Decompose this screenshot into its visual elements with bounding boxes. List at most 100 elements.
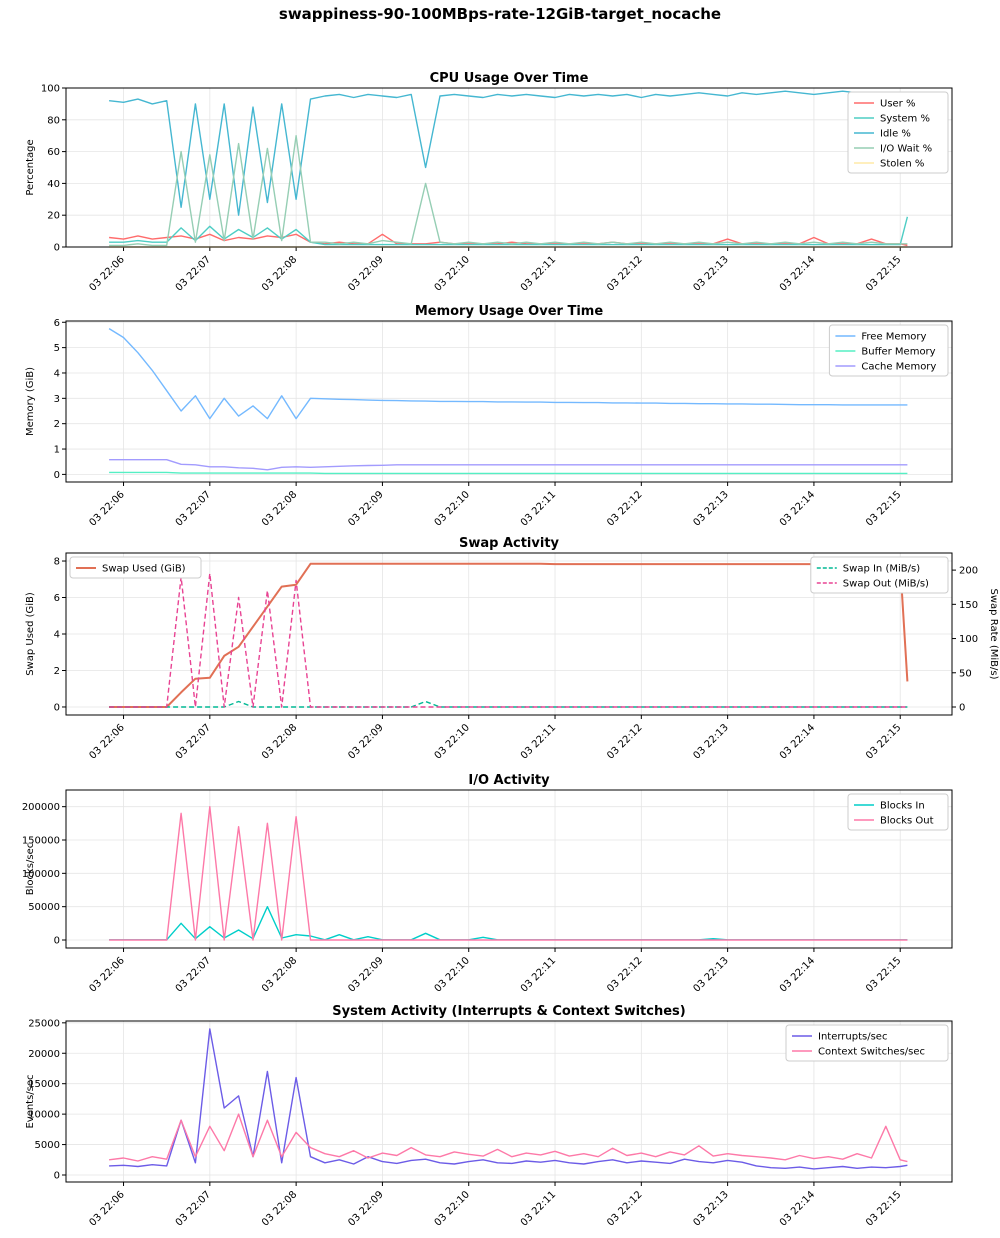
y2-tick-label: 200 xyxy=(959,566,978,577)
legend: User % System % Idle % I/O Wait % Stolen % xyxy=(847,91,949,174)
x-tick-label: 03 22:08 xyxy=(260,489,299,528)
x-tick-label: 03 22:11 xyxy=(519,489,558,528)
y-tick-label: 60 xyxy=(47,147,60,158)
y-tick-label: 100000 xyxy=(22,869,60,880)
subplot-title: System Activity (Interrupts & Context Sw… xyxy=(332,1004,685,1019)
subplot-2: 03 22:06 03 22:07 03 22:08 03 22:09 03 22:10… xyxy=(25,304,953,529)
series-line-free-memory xyxy=(108,328,908,420)
x-tick-label: 03 22:14 xyxy=(778,254,817,293)
x-tick-label: 03 22:12 xyxy=(605,1189,644,1228)
x-tick-label: 03 22:06 xyxy=(87,489,126,528)
y2-tick-label: 50 xyxy=(959,668,972,679)
x-tick-label: 03 22:15 xyxy=(864,1189,903,1228)
series-line-i-o-wait- xyxy=(109,134,908,247)
y2-axis-label: Swap Rate (MiB/s) xyxy=(988,589,999,680)
subplot-5: 03 22:06 03 22:07 03 22:08 03 22:09 03 22:10… xyxy=(25,1004,953,1229)
y-tick-label: 15000 xyxy=(28,1079,60,1090)
legend-label: Idle % xyxy=(880,129,911,140)
plot-frame xyxy=(65,789,953,949)
y-tick-label: 20000 xyxy=(28,1049,60,1060)
x-tick-label: 03 22:06 xyxy=(87,955,126,994)
y-tick-label: 100 xyxy=(41,84,60,95)
legend-box xyxy=(828,324,949,377)
y-tick-label: 0 xyxy=(54,1171,60,1182)
x-tick-label: 03 22:09 xyxy=(346,955,385,994)
y-tick-label: 4 xyxy=(54,630,60,641)
x-tick-label: 03 22:13 xyxy=(692,955,731,994)
subplot-4: 03 22:06 03 22:07 03 22:08 03 22:09 03 22:10… xyxy=(22,773,953,995)
x-tick-label: 03 22:14 xyxy=(778,722,817,761)
plot-frame xyxy=(65,552,953,716)
legend: Interrupts/sec Context Switches/sec xyxy=(785,1024,949,1062)
x-tick-label: 03 22:14 xyxy=(778,955,817,994)
y-tick-label: 0 xyxy=(54,243,60,254)
legend-label: Blocks Out xyxy=(880,816,934,827)
x-tick-label: 03 22:07 xyxy=(174,489,213,528)
y-tick-label: 25000 xyxy=(28,1018,60,1029)
legend-label: Blocks In xyxy=(880,801,925,812)
x-tick-label: 03 22:09 xyxy=(346,489,385,528)
y-tick-label: 150000 xyxy=(22,836,60,847)
legend-box xyxy=(810,556,949,594)
x-tick-label: 03 22:15 xyxy=(864,955,903,994)
y-tick-label: 8 xyxy=(54,557,60,568)
x-tick-label: 03 22:10 xyxy=(433,489,472,528)
series-line-buffer-memory xyxy=(109,471,908,475)
legend-label: System % xyxy=(880,114,930,125)
x-tick-label: 03 22:15 xyxy=(864,254,903,293)
y-tick-label: 4 xyxy=(54,368,60,379)
x-tick-label: 03 22:08 xyxy=(260,1189,299,1228)
x-tick-label: 03 22:06 xyxy=(87,722,126,761)
x-tick-label: 03 22:08 xyxy=(260,254,299,293)
x-tick-label: 03 22:10 xyxy=(433,254,472,293)
y-tick-label: 0 xyxy=(54,936,60,947)
legend-box xyxy=(785,1024,949,1062)
legend-label: Swap Used (GiB) xyxy=(102,564,186,575)
y-tick-label: 3 xyxy=(54,394,60,405)
y-axis-label: Percentage xyxy=(25,139,36,195)
plot-frame xyxy=(65,320,953,483)
x-tick-label: 03 22:09 xyxy=(346,722,385,761)
legend-label: Buffer Memory xyxy=(861,347,935,358)
y-tick-label: 0 xyxy=(54,470,60,481)
legend-label: I/O Wait % xyxy=(880,144,932,155)
plot-frame xyxy=(65,87,953,248)
legend: Swap In (MiB/s) Swap Out (MiB/s) xyxy=(810,556,949,594)
subplot-title: I/O Activity xyxy=(468,773,550,788)
x-tick-label: 03 22:10 xyxy=(433,722,472,761)
y-tick-label: 80 xyxy=(47,115,60,126)
series-line-swap-in-mib-s- xyxy=(109,700,908,708)
x-tick-label: 03 22:08 xyxy=(260,722,299,761)
series-line-idle- xyxy=(109,90,908,216)
y-axis-label: Events/sec xyxy=(25,1074,36,1128)
x-tick-label: 03 22:12 xyxy=(605,722,644,761)
legend-label: Stolen % xyxy=(880,159,924,170)
x-tick-label: 03 22:10 xyxy=(433,955,472,994)
x-tick-label: 03 22:06 xyxy=(87,254,126,293)
y-tick-label: 10000 xyxy=(28,1110,60,1121)
figure-title: swappiness-90-100MBps-rate-12GiB-target_… xyxy=(279,5,721,23)
x-tick-label: 03 22:13 xyxy=(692,489,731,528)
x-tick-label: 03 22:14 xyxy=(778,489,817,528)
legend-label: User % xyxy=(880,99,915,110)
series-line-cache-memory xyxy=(109,459,908,471)
y-axis-label: Blocks/sec xyxy=(25,843,36,896)
x-tick-label: 03 22:07 xyxy=(174,955,213,994)
subplot-1: 03 22:06 03 22:07 03 22:08 03 22:09 03 22:10… xyxy=(25,71,953,294)
x-tick-label: 03 22:10 xyxy=(433,1189,472,1228)
legend-label: Swap Out (MiB/s) xyxy=(843,579,929,590)
legend: Swap Used (GiB) xyxy=(69,556,202,579)
x-tick-label: 03 22:11 xyxy=(519,955,558,994)
series-line-blocks-out xyxy=(109,806,908,941)
y-axis-label: Memory (GiB) xyxy=(25,367,36,436)
y-tick-label: 20 xyxy=(47,211,60,222)
plot-frame xyxy=(65,1020,953,1183)
series-line-swap-used-gib- xyxy=(109,562,909,708)
legend-box xyxy=(847,793,949,831)
x-tick-label: 03 22:13 xyxy=(692,1189,731,1228)
y-tick-label: 6 xyxy=(54,593,60,604)
y-tick-label: 1 xyxy=(54,445,60,456)
x-tick-label: 03 22:13 xyxy=(692,254,731,293)
